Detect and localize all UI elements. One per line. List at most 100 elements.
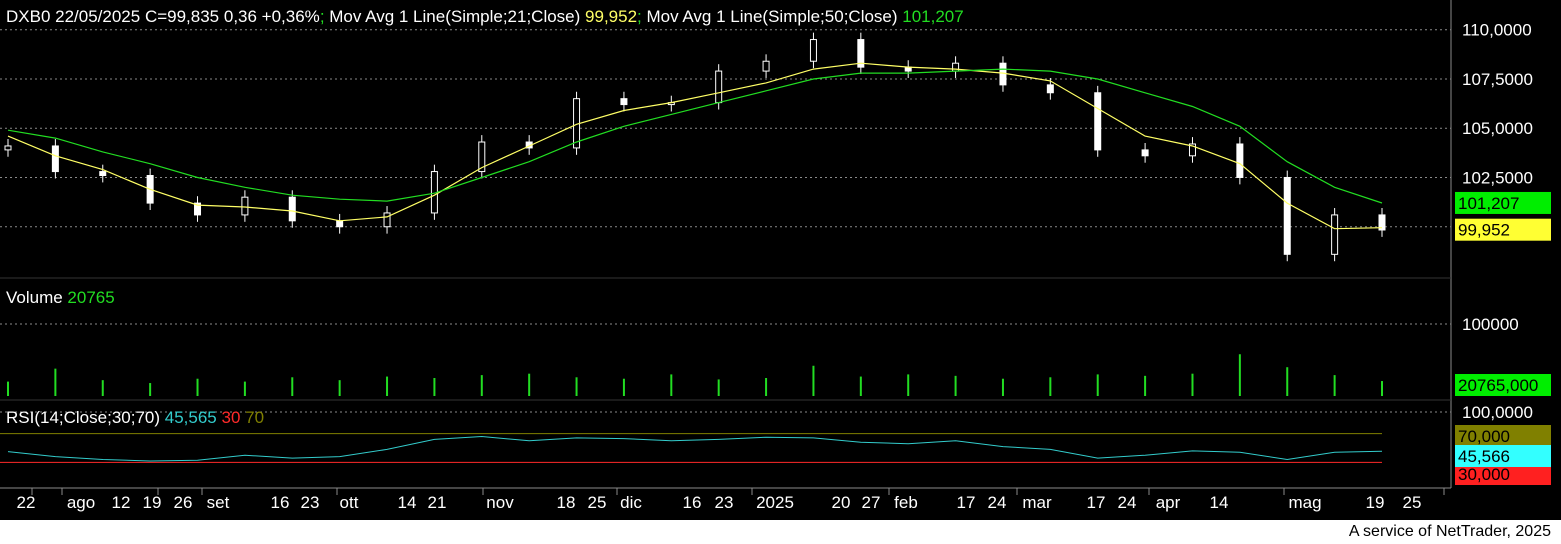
candle [1378, 208, 1386, 237]
x-axis-label: 26 [174, 493, 193, 512]
rsi-grid [0, 411, 1451, 463]
x-axis-label: 21 [428, 493, 447, 512]
x-axis-label: 24 [988, 493, 1007, 512]
x-axis-label: nov [486, 493, 514, 512]
x-axis-label: 17 [1087, 493, 1106, 512]
x-axis-label: mag [1288, 493, 1321, 512]
rsi-value-badge-text: 45,566 [1458, 447, 1510, 466]
x-axis-label: 19 [143, 493, 162, 512]
volume-badge: 20765,000 [1455, 374, 1551, 396]
legend-separator: ; [319, 7, 325, 26]
candle-body [1283, 176, 1291, 255]
price-tick-label: 107,5000 [1462, 70, 1533, 89]
candle [857, 32, 865, 75]
x-axis-label: ott [340, 493, 359, 512]
ma21-badge-text: 99,952 [1458, 221, 1510, 240]
price-tick-label: 105,0000 [1462, 119, 1533, 138]
candle [952, 56, 960, 78]
footer-credit: A service of NetTrader, 2025 [1348, 520, 1551, 544]
volume-tick-label: 100000 [1462, 315, 1519, 334]
rsi-legend-high: 70 [240, 408, 265, 427]
x-axis-label: 24 [1118, 493, 1137, 512]
x-axis-label: 27 [862, 493, 881, 512]
candle [1188, 137, 1196, 163]
candle-series [4, 32, 1386, 262]
legend-ma21-label: Mov Avg 1 Line(Simple;21;Close) [324, 7, 581, 26]
candle [194, 196, 202, 222]
candle-body [383, 212, 391, 228]
rsi-low-badge-text: 30,000 [1458, 465, 1510, 484]
candle-body [1046, 84, 1054, 94]
legend-separator: ; [637, 7, 642, 26]
candle [1141, 143, 1149, 163]
rsi-value-badge: 45,566 [1455, 445, 1551, 467]
x-axis-label: 14 [1210, 493, 1229, 512]
candle-body [194, 202, 202, 216]
candle [1236, 137, 1244, 185]
legend-ma50-value: 101,207 [897, 7, 964, 26]
rsi-legend-label: RSI(14;Close;30;70) [6, 408, 161, 427]
candle-body [336, 220, 344, 228]
rsi-high-badge: 70,000 [1455, 425, 1551, 447]
x-axis-label: 12 [112, 493, 131, 512]
candle-body [99, 171, 107, 177]
x-axis-label: mar [1022, 493, 1052, 512]
x-axis-labels: 22 ago 12 19 26 set 16 23 ott 14 21 nov 18 25 dic 16 23 2… [17, 488, 1445, 512]
x-axis-label: 14 [398, 493, 417, 512]
y-axis-labels: 110,0000 107,5000 105,0000 102,5000 100000 10… [1462, 21, 1533, 422]
chart-canvas: 110,0000107,5000105,0000102,500010000010… [0, 0, 1551, 512]
candle-body [241, 196, 249, 216]
rsi-tick-label: 100,0000 [1462, 403, 1533, 422]
volume-legend-value: 20765 [62, 288, 115, 307]
legend-symbol-info: DXB0 22/05/2025 C=99,835 0,36 +0,36% [6, 7, 320, 26]
x-axis-label: 23 [301, 493, 320, 512]
candle-body [715, 70, 723, 104]
rsi-legend: RSI(14;Close;30;70) 45,565 30 70 [6, 408, 264, 428]
ma21-line [7, 62, 1383, 230]
rsi-lines [7, 435, 1383, 462]
candle [478, 135, 486, 179]
x-axis-label: 20 [832, 493, 851, 512]
candle [1094, 85, 1102, 157]
volume-legend-label: Volume [6, 288, 63, 307]
x-axis-label: 17 [957, 493, 976, 512]
x-axis-label: 19 [1366, 493, 1385, 512]
x-axis-label: 18 [557, 493, 576, 512]
x-axis-label: 16 [683, 493, 702, 512]
footer-bar [0, 520, 1561, 544]
candle-body [51, 145, 59, 173]
ma50-badge-text: 101,207 [1458, 194, 1519, 213]
candle [336, 213, 344, 234]
candle-body [1141, 149, 1149, 157]
candle-body [288, 196, 296, 222]
legend-ma50-label: Mov Avg 1 Line(Simple;50;Close) [641, 7, 898, 26]
x-axis-label: ago [67, 493, 95, 512]
rsi-line [7, 435, 1383, 462]
ma50-line [7, 68, 1383, 204]
candle-body [857, 39, 865, 68]
candle [51, 139, 59, 179]
candle [620, 91, 628, 112]
ma50-badge: 101,207 [1455, 191, 1551, 214]
ma21-badge: 99,952 [1455, 218, 1551, 241]
candle-body [478, 141, 486, 173]
volume-badge-text: 20765,000 [1458, 376, 1538, 395]
candle-body [809, 39, 817, 62]
price-tick-label: 110,0000 [1462, 21, 1532, 40]
volume-bars [7, 354, 1383, 396]
candle-body [1094, 92, 1102, 151]
price-legend: DXB0 22/05/2025 C=99,835 0,36 +0,36%; Mo… [6, 7, 964, 27]
candle [1283, 170, 1291, 262]
legend-ma21-value: 99,952 [580, 7, 638, 26]
x-axis-label: apr [1156, 493, 1181, 512]
candle-body [762, 60, 770, 72]
candle-body [1188, 143, 1196, 157]
x-axis-label: feb [894, 493, 918, 512]
candle [667, 95, 675, 112]
volume-legend: Volume 20765 [6, 288, 115, 308]
candle [99, 164, 107, 183]
price-grid [0, 29, 1451, 228]
candle-body [1331, 214, 1339, 255]
rsi-high-badge-text: 70,000 [1458, 427, 1510, 446]
